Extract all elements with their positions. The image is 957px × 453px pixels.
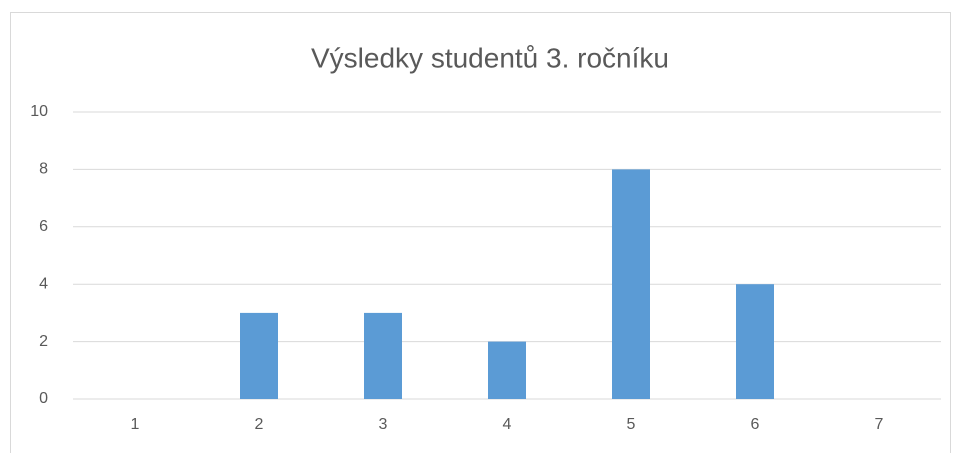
chart-frame [10, 12, 951, 453]
bar [240, 312, 278, 399]
x-tick-label: 7 [875, 416, 884, 433]
x-tick-label: 4 [503, 416, 512, 433]
bar [736, 284, 774, 399]
bar [488, 341, 526, 399]
x-tick-label: 5 [627, 416, 636, 433]
y-tick-label: 0 [39, 390, 48, 407]
x-tick-label: 1 [131, 416, 140, 433]
x-tick-label: 2 [255, 416, 264, 433]
y-tick-label: 4 [39, 275, 48, 292]
bar [364, 312, 402, 399]
chart-title: Výsledky studentů 3. ročníku [311, 42, 669, 73]
y-tick-label: 2 [39, 333, 48, 350]
x-tick-label: 3 [379, 416, 388, 433]
x-tick-label: 6 [751, 416, 760, 433]
y-tick-label: 8 [39, 161, 48, 178]
y-tick-label: 6 [39, 218, 48, 235]
y-tick-label: 10 [30, 103, 48, 120]
bar [612, 169, 650, 399]
